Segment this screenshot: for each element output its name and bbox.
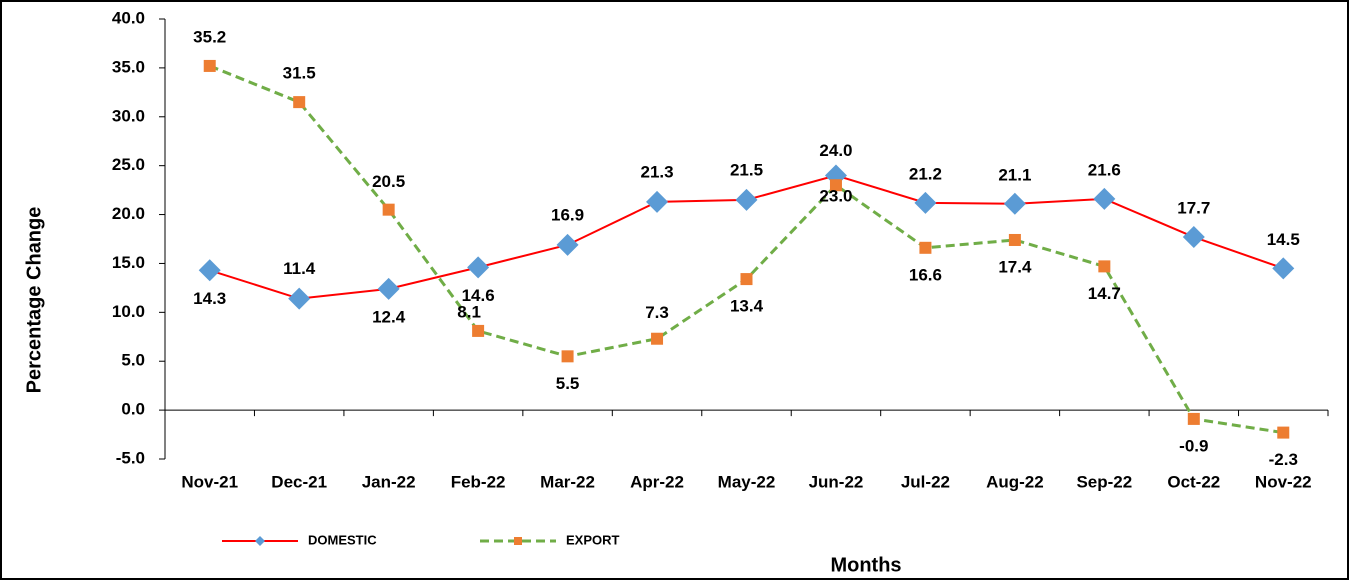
data-label: 24.0 [819,141,852,160]
data-label: 14.6 [462,286,495,305]
marker [377,277,400,300]
marker [1093,187,1116,210]
legend-label: DOMESTIC [308,532,377,547]
data-label: 21.5 [730,160,763,179]
x-tick-label: Dec-21 [271,472,327,491]
x-tick-label: Mar-22 [540,472,595,491]
x-tick-label: Feb-22 [451,472,506,491]
marker [472,324,485,337]
data-label: 20.5 [372,172,405,191]
marker [1277,426,1290,439]
data-label: 21.6 [1088,160,1121,179]
data-label: 17.7 [1177,199,1210,218]
data-label: 12.4 [372,307,406,326]
marker [382,203,395,216]
y-tick-label: 30.0 [112,106,145,125]
x-axis-title: Months [830,554,901,576]
x-tick-label: Apr-22 [630,472,684,491]
y-tick-label: 15.0 [112,253,145,272]
x-tick-label: Nov-21 [181,472,238,491]
data-label: 14.3 [193,289,226,308]
data-label: 31.5 [283,64,316,83]
legend-marker [255,536,265,546]
legend-marker [514,537,522,545]
x-tick-label: Oct-22 [1167,472,1220,491]
marker [651,332,664,345]
y-tick-label: 0.0 [121,400,145,419]
x-tick-label: Jan-22 [362,472,416,491]
marker [1008,233,1021,246]
x-tick-label: Jul-22 [901,472,950,491]
marker [198,259,221,282]
x-tick-label: Nov-22 [1255,472,1312,491]
data-label: 13.4 [730,297,764,316]
y-tick-label: 35.0 [112,57,145,76]
marker [1098,260,1111,273]
marker [1187,412,1200,425]
y-tick-label: 25.0 [112,155,145,174]
y-tick-label: 5.0 [121,351,145,370]
marker [203,59,216,72]
marker [740,273,753,286]
legend-label: EXPORT [566,532,620,547]
marker [646,190,669,213]
data-label: 23.0 [819,187,852,206]
x-tick-label: May-22 [718,472,776,491]
data-label: 7.3 [645,303,669,322]
data-label: 35.2 [193,27,226,46]
marker [288,287,311,310]
y-tick-label: -5.0 [116,448,145,467]
marker [919,241,932,254]
data-label: 8.1 [457,302,481,321]
x-tick-label: Sep-22 [1076,472,1132,491]
x-tick-label: Jun-22 [809,472,864,491]
data-label: 14.5 [1267,230,1300,249]
y-tick-label: 40.0 [112,8,145,27]
marker [293,96,306,109]
marker [1003,192,1026,215]
x-tick-label: Aug-22 [986,472,1044,491]
marker [467,256,490,279]
marker [1182,226,1205,249]
data-label: 21.3 [640,162,673,181]
data-label: 11.4 [283,259,316,278]
marker [556,233,579,256]
data-label: 21.2 [909,164,942,183]
marker [561,350,574,363]
data-label: 21.1 [998,165,1031,184]
data-label: 17.4 [998,257,1032,276]
marker [735,188,758,211]
data-label: 14.7 [1088,284,1121,303]
data-label: 16.6 [909,265,942,284]
data-label: 16.9 [551,205,584,224]
data-label: 5.5 [556,374,580,393]
y-axis-title: Percentage Change [23,207,45,394]
marker [829,179,842,192]
marker [1272,257,1295,280]
y-tick-label: 20.0 [112,204,145,223]
marker [914,191,937,214]
data-label: -0.9 [1179,436,1208,455]
series-line [209,64,1284,435]
y-tick-label: 10.0 [112,302,145,321]
data-label: -2.3 [1269,450,1298,469]
